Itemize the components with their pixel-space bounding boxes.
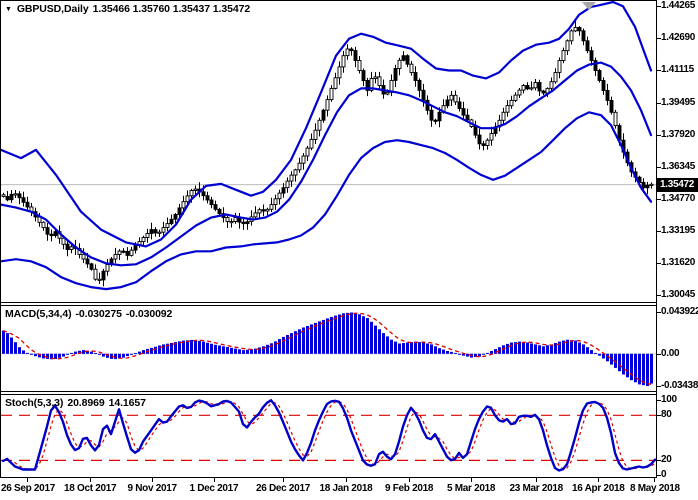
axis-tick (656, 354, 661, 355)
axis-tick (90, 477, 91, 482)
axis-tick (656, 199, 661, 200)
symbol-period-label: GBPUSD,Daily (16, 3, 89, 15)
macd-name: MACD(5,34,4) (5, 308, 72, 320)
stoch-d-value: 14.1657 (108, 397, 146, 409)
price-axis-line (656, 0, 657, 478)
price-axis-label: 1.42690 (661, 32, 696, 43)
axis-tick (283, 477, 284, 482)
stoch-indicator-label: Stoch(5,3,3) 20.8969 14.1657 (5, 397, 150, 409)
macd-panel-plot[interactable] (1, 306, 656, 391)
axis-tick (656, 400, 661, 401)
axis-tick (654, 477, 655, 482)
axis-tick (214, 477, 215, 482)
axis-tick (656, 38, 661, 39)
axis-tick (598, 477, 599, 482)
border-macd-bottom (0, 391, 657, 392)
stoch-panel-plot[interactable] (1, 395, 656, 477)
ohlc-values: 1.35466 1.35760 1.35437 1.35472 (92, 3, 251, 15)
date-axis-label: 18 Jan 2018 (319, 483, 373, 494)
date-axis-label: 16 Apr 2018 (572, 483, 625, 494)
collapse-indicators-arrow[interactable]: ▼ (5, 6, 12, 13)
date-axis-label: 26 Sep 2017 (1, 483, 55, 494)
axis-tick (656, 312, 661, 313)
date-axis-label: 5 Mar 2018 (447, 483, 496, 494)
macd-signal-value: -0.030092 (125, 308, 173, 320)
axis-tick (656, 415, 661, 416)
symbol-info-line: ▼ GBPUSD,Daily 1.35466 1.35760 1.35437 1.3… (5, 3, 254, 15)
macd-indicator-label: MACD(5,34,4) -0.030275 -0.030092 (5, 308, 176, 320)
axis-tick (656, 6, 661, 7)
border-top (0, 0, 657, 1)
border-stoch-bottom (0, 477, 657, 478)
border-price-bottom (0, 302, 657, 303)
axis-tick (346, 477, 347, 482)
axis-tick (656, 475, 661, 476)
stoch-axis-label: 80 (661, 409, 672, 420)
axis-tick (409, 477, 410, 482)
price-panel-plot[interactable] (1, 1, 656, 302)
axis-tick (656, 135, 661, 136)
axis-tick (536, 477, 537, 482)
price-axis-label: 1.33195 (661, 225, 696, 236)
price-axis-label: 1.30045 (661, 289, 696, 300)
price-axis-label: 1.36345 (661, 161, 696, 172)
macd-axis-label: 0.00 (661, 348, 680, 359)
price-axis-label: 1.37920 (661, 129, 696, 140)
date-axis-label: 18 Oct 2017 (64, 483, 117, 494)
price-axis-label: 1.39495 (661, 97, 696, 108)
price-axis-label: 1.44265 (661, 0, 696, 11)
border-stoch-top (0, 394, 657, 395)
price-axis-label: 1.31620 (661, 257, 696, 268)
chart-shift-marker[interactable] (582, 2, 596, 10)
axis-tick (656, 167, 661, 168)
date-axis-label: 9 Nov 2017 (127, 483, 178, 494)
axis-tick (152, 477, 153, 482)
axis-tick (656, 103, 661, 104)
stoch-axis-label: 100 (661, 394, 677, 405)
border-macd-top (0, 305, 657, 306)
date-axis-label: 23 Mar 2018 (509, 483, 564, 494)
stoch-axis-label: 0 (661, 469, 667, 480)
date-axis-label: 9 Feb 2018 (385, 483, 434, 494)
border-left (0, 0, 1, 478)
axis-tick (656, 70, 661, 71)
date-axis-label: 1 Dec 2017 (189, 483, 239, 494)
current-price-tag: 1.35472 (657, 178, 698, 192)
macd-axis-label: 0.043922 (661, 306, 698, 317)
axis-tick (656, 263, 661, 264)
stoch-k-value: 20.8969 (67, 397, 105, 409)
macd-main-value: -0.030275 (75, 308, 122, 320)
axis-tick (656, 295, 661, 296)
axis-tick (656, 231, 661, 232)
date-axis-label: 26 Dec 2017 (256, 483, 310, 494)
axis-tick (656, 386, 661, 387)
price-axis-label: 1.34770 (661, 193, 696, 204)
axis-tick (27, 477, 28, 482)
date-axis-label: 8 May 2018 (630, 483, 680, 494)
stoch-name: Stoch(5,3,3) (5, 397, 64, 409)
stoch-axis-label: 20 (661, 454, 672, 465)
macd-axis-label: -0.03438 (661, 380, 698, 391)
axis-tick (656, 460, 661, 461)
price-axis-label: 1.41115 (661, 64, 694, 75)
axis-tick (471, 477, 472, 482)
